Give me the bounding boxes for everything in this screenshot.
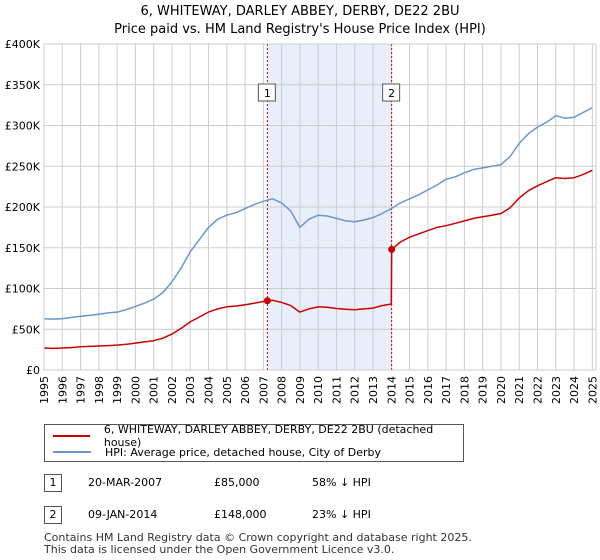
y-tick-label: £150K bbox=[5, 242, 41, 255]
transaction-date: 09-JAN-2014 bbox=[88, 508, 158, 521]
y-tick-label: £300K bbox=[5, 120, 41, 133]
x-tick-label: 2012 bbox=[349, 376, 362, 404]
x-tick-label: 2023 bbox=[550, 376, 563, 404]
y-tick-label: £200K bbox=[5, 201, 41, 214]
x-tick-label: 2000 bbox=[129, 376, 142, 404]
transaction-price: £148,000 bbox=[214, 508, 267, 521]
x-tick-label: 2019 bbox=[477, 376, 490, 404]
x-tick-label: 2011 bbox=[330, 376, 343, 404]
x-tick-label: 2013 bbox=[367, 376, 380, 404]
footer-licence: This data is licensed under the Open Gov… bbox=[44, 543, 395, 556]
sale-number-box bbox=[257, 83, 276, 102]
x-tick-label: 2008 bbox=[276, 376, 289, 404]
x-tick-label: 2004 bbox=[203, 376, 216, 404]
y-tick-label: £350K bbox=[5, 79, 41, 92]
footer-copyright: Contains HM Land Registry data © Crown c… bbox=[44, 531, 472, 544]
legend-label-hpi: HPI: Average price, detached house, City… bbox=[105, 445, 382, 459]
plot-border bbox=[43, 43, 597, 371]
legend-label-property: 6, WHITEWAY, DARLEY ABBEY, DERBY, DE22 2… bbox=[103, 423, 434, 449]
x-tick-label: 2002 bbox=[166, 376, 179, 404]
footer-attribution: Contains HM Land Registry data © Crown c… bbox=[44, 532, 472, 556]
chart-legend: 6, WHITEWAY, DARLEY ABBEY, DERBY, DE22 2… bbox=[44, 423, 464, 462]
legend-swatch-blue bbox=[53, 451, 91, 453]
sale-number-label: 1 bbox=[264, 87, 271, 100]
transaction-row: 1 20-MAR-2007 £85,000 58% ↓ HPI bbox=[44, 474, 464, 494]
legend-item-property: 6, WHITEWAY, DARLEY ABBEY, DERBY, DE22 2… bbox=[53, 423, 463, 449]
x-tick-label: 2001 bbox=[148, 376, 161, 404]
x-tick-label: 2024 bbox=[568, 376, 581, 404]
x-tick-label: 2016 bbox=[422, 376, 435, 404]
legend-swatch-red bbox=[53, 435, 90, 437]
chart-title-line2: Price paid vs. HM Land Registry's House … bbox=[114, 22, 486, 37]
x-tick-label: 1999 bbox=[111, 376, 124, 404]
x-tick-label: 2022 bbox=[532, 376, 545, 404]
x-tick-label: 2021 bbox=[513, 376, 526, 404]
x-tick-label: 2014 bbox=[385, 376, 398, 404]
sale-number-box bbox=[382, 83, 401, 102]
x-tick-label: 1995 bbox=[38, 376, 51, 404]
transaction-hpi-diff: 23% ↓ HPI bbox=[312, 508, 371, 521]
x-tick-label: 2005 bbox=[221, 376, 234, 404]
legend-item-hpi: HPI: Average price, detached house, City… bbox=[53, 444, 381, 460]
x-tick-label: 2020 bbox=[495, 376, 508, 404]
x-tick-label: 2015 bbox=[404, 376, 417, 404]
y-tick-label: £400K bbox=[5, 38, 41, 51]
sale-point bbox=[263, 297, 271, 305]
x-tick-label: 2010 bbox=[312, 376, 325, 404]
x-tick-label: 1996 bbox=[56, 376, 69, 404]
series-line bbox=[43, 106, 593, 320]
x-tick-label: 1997 bbox=[75, 376, 88, 404]
y-tick-label: £100K bbox=[5, 283, 41, 296]
x-tick-label: 2003 bbox=[184, 376, 197, 404]
y-tick-label: £0 bbox=[26, 364, 40, 377]
x-tick-label: 2018 bbox=[458, 376, 471, 404]
x-tick-label: 1998 bbox=[93, 376, 106, 404]
sale-point bbox=[388, 245, 396, 253]
x-tick-label: 2009 bbox=[294, 376, 307, 404]
transaction-number-badge: 2 bbox=[44, 506, 62, 524]
y-tick-label: £50K bbox=[12, 323, 41, 336]
x-tick-label: 2025 bbox=[586, 376, 599, 404]
transaction-price: £85,000 bbox=[214, 476, 260, 489]
series-line bbox=[43, 169, 593, 350]
transaction-date: 20-MAR-2007 bbox=[88, 476, 163, 489]
transaction-hpi-diff: 58% ↓ HPI bbox=[312, 476, 371, 489]
transaction-row: 2 09-JAN-2014 £148,000 23% ↓ HPI bbox=[44, 506, 464, 526]
x-tick-label: 2006 bbox=[239, 376, 252, 404]
x-tick-label: 2017 bbox=[440, 376, 453, 404]
y-tick-label: £250K bbox=[5, 160, 41, 173]
chart-title-line1: 6, WHITEWAY, DARLEY ABBEY, DERBY, DE22 2… bbox=[140, 4, 460, 19]
x-tick-label: 2007 bbox=[257, 376, 270, 404]
price-chart: £0 £50K £100K £150K £200K £250K £300K £350K £400… bbox=[5, 38, 600, 404]
transaction-number-badge: 1 bbox=[44, 474, 62, 492]
sale-number-label: 2 bbox=[388, 87, 395, 100]
